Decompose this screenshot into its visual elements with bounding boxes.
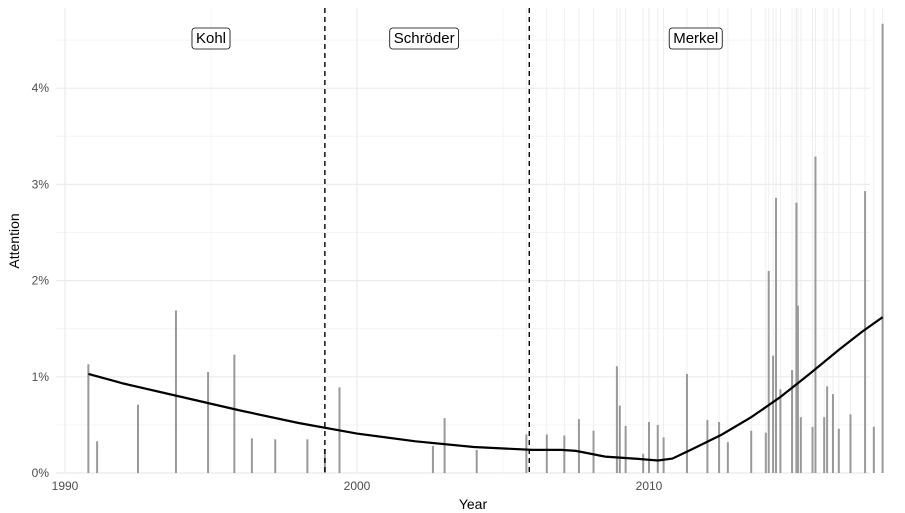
bar <box>592 430 595 473</box>
era-label-text: Merkel <box>673 30 718 47</box>
y-tick-label: 4% <box>32 81 50 95</box>
bar <box>796 305 799 473</box>
bar <box>662 437 665 473</box>
bar <box>791 370 794 473</box>
era-label: Merkel <box>668 27 723 50</box>
bar <box>642 453 645 473</box>
era-labels: Kohl Schröder Merkel <box>191 27 723 50</box>
bar <box>87 364 90 473</box>
minor-grid <box>56 8 870 473</box>
bar <box>726 442 729 473</box>
bar <box>563 435 566 473</box>
bar <box>615 366 618 473</box>
bar <box>443 418 446 473</box>
era-label-box <box>191 27 231 50</box>
bar <box>795 202 798 474</box>
bars <box>87 23 884 474</box>
bar <box>799 417 802 473</box>
bar <box>826 386 829 473</box>
era-label: Schröder <box>389 27 459 50</box>
bar <box>137 404 139 473</box>
x-tick-label: 2000 <box>344 479 371 493</box>
bar <box>96 441 99 473</box>
x-tick-label: 1990 <box>52 479 79 493</box>
era-label-text: Schröder <box>394 30 455 47</box>
bar <box>618 405 621 473</box>
bar <box>823 417 826 473</box>
faint-event-lines <box>525 8 884 473</box>
bar <box>577 419 580 473</box>
bar <box>250 438 253 473</box>
bar <box>525 434 528 473</box>
y-tick-labels: 0% 1% 2% 3% 4% <box>32 81 50 480</box>
y-tick-label: 3% <box>32 177 50 191</box>
bar <box>718 422 721 473</box>
y-tick-label: 0% <box>32 466 50 480</box>
bar <box>750 430 753 473</box>
trend-line <box>88 316 884 462</box>
bar <box>274 439 277 473</box>
x-axis-title: Year <box>459 496 488 512</box>
bar <box>545 434 548 473</box>
bar <box>306 439 309 473</box>
bar <box>779 389 782 473</box>
bar <box>656 424 659 473</box>
x-tick-labels: 1990 2000 2010 <box>52 479 663 493</box>
bar <box>775 197 778 474</box>
era-label-text: Kohl <box>196 30 226 47</box>
bar <box>837 428 840 473</box>
era-label-box <box>389 27 459 50</box>
bar <box>831 394 834 473</box>
bar <box>648 422 650 473</box>
bar <box>624 425 627 473</box>
bar <box>872 426 875 473</box>
bar <box>685 373 688 473</box>
bar <box>767 270 770 473</box>
era-label-box <box>668 27 723 50</box>
y-tick-label: 1% <box>32 370 50 384</box>
era-dividers <box>324 8 530 473</box>
bar <box>814 156 817 473</box>
x-tick-label: 2010 <box>636 479 663 493</box>
bar <box>233 354 236 473</box>
bar <box>174 310 177 473</box>
bar <box>431 446 434 473</box>
bar <box>772 355 775 473</box>
y-tick-label: 2% <box>32 274 50 288</box>
bar <box>864 191 867 473</box>
era-label: Kohl <box>191 27 231 50</box>
bar <box>881 23 884 473</box>
major-grid <box>56 8 870 474</box>
bar <box>849 414 852 473</box>
bar <box>207 371 210 473</box>
bar <box>475 449 478 473</box>
bar <box>811 426 814 473</box>
bar <box>764 432 767 473</box>
y-axis-title: Attention <box>6 213 22 268</box>
bar <box>706 420 709 473</box>
